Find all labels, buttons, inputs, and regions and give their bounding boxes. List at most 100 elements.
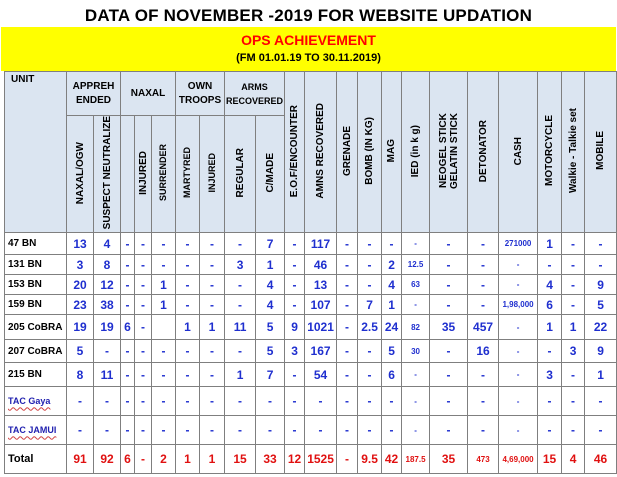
- col-header: E.O.F/ENCOUNTER: [284, 70, 306, 234]
- table-cell: -: [336, 339, 359, 364]
- total-cell: 4: [561, 444, 586, 475]
- table-cell: -: [467, 362, 500, 388]
- table-cell: 1: [561, 314, 586, 341]
- table-row: 205 CoBRA 19 19 6-1 1 11 5 9 1021-2.5 24 82 35 457-1…: [4, 314, 617, 341]
- table-cell: 16: [467, 339, 500, 364]
- col-header-text: C/MADE: [264, 152, 276, 193]
- table-cell: 11: [224, 314, 257, 341]
- table-cell: 4: [537, 274, 563, 296]
- table-cell: -: [284, 362, 306, 388]
- table-cell: -: [357, 232, 383, 256]
- table-cell: -: [224, 386, 257, 417]
- table-cell: -: [175, 294, 201, 316]
- table-cell: -: [537, 386, 563, 417]
- col-header-text: SURRENDER: [158, 144, 168, 202]
- table-cell: -: [120, 339, 135, 364]
- table-cell: 6: [120, 314, 135, 341]
- table-cell: -: [381, 415, 403, 446]
- table-cell: -: [120, 362, 135, 388]
- table-cell: -: [429, 232, 469, 256]
- table-cell: -: [134, 362, 152, 388]
- table-cell: -: [336, 294, 359, 316]
- table-cell: 1: [537, 232, 563, 256]
- table-cell: 46: [304, 254, 338, 276]
- table-cell: -: [150, 232, 177, 256]
- table-cell: 13: [66, 232, 94, 256]
- table-cell: -: [284, 386, 306, 417]
- table-cell: 54: [304, 362, 338, 388]
- table-cell: 12.5: [401, 254, 431, 276]
- col-header-text: MOBILE: [595, 131, 607, 171]
- table-cell: 5: [66, 339, 94, 364]
- table-cell: 7: [357, 294, 383, 316]
- table-cell: 6: [537, 294, 563, 316]
- table-cell: -: [498, 314, 539, 341]
- table-cell: -: [336, 386, 359, 417]
- total-cell: -: [134, 444, 152, 475]
- table-cell: -: [66, 415, 94, 446]
- table-cell: -: [467, 274, 500, 296]
- col-header-text: MARTYRED: [182, 147, 193, 199]
- col-header: MAG: [381, 70, 403, 234]
- table-row: 215 BN 8 11- - - - -1 7-54- -6- - - -3-1: [4, 362, 617, 388]
- table-cell: -: [357, 339, 383, 364]
- table-cell: -: [150, 415, 177, 446]
- unit-cell: 153 BN: [4, 274, 67, 296]
- table-row: TAC Gaya - - - - - - - - - - - - - - - - - - - - -: [4, 386, 617, 417]
- col-header-text: BOMB (IN KG): [364, 116, 376, 185]
- table-cell: -: [561, 254, 586, 276]
- unit-cell: 215 BN: [4, 362, 67, 388]
- table-cell: 4: [255, 294, 286, 316]
- total-cell: 1: [199, 444, 226, 475]
- col-header-text: MOTORCYCLE: [544, 115, 556, 187]
- table-cell: -: [284, 254, 306, 276]
- table-cell: -: [120, 294, 135, 316]
- table-cell: [150, 314, 177, 341]
- table-cell: -: [336, 232, 359, 256]
- table-cell: -: [134, 314, 152, 341]
- unit-cell: 207 CoBRA: [4, 339, 67, 364]
- table-cell: -: [284, 294, 306, 316]
- table-cell: -: [336, 274, 359, 296]
- col-header: NAXAL/OGW: [66, 114, 94, 234]
- table-cell: -: [120, 232, 135, 256]
- table-cell: -: [224, 232, 257, 256]
- table-cell: 4: [255, 274, 286, 296]
- table-cell: 30: [401, 339, 431, 364]
- table-cell: 1: [381, 294, 403, 316]
- table-cell: -: [255, 415, 286, 446]
- table-cell: 107: [304, 294, 338, 316]
- table-cell: -: [561, 386, 586, 417]
- table-cell: 20: [66, 274, 94, 296]
- col-header: GRENADE: [336, 70, 359, 234]
- table-cell: -: [537, 254, 563, 276]
- unit-cell: 131 BN: [4, 254, 67, 276]
- total-cell: 15: [537, 444, 563, 475]
- unit-cell: TAC JAMUI: [4, 415, 67, 446]
- table-cell: -: [401, 386, 431, 417]
- table-cell: 19: [66, 314, 94, 341]
- table-cell: 5: [584, 294, 617, 316]
- table-cell: -: [134, 294, 152, 316]
- unit-cell: 47 BN: [4, 232, 67, 256]
- table-cell: -: [357, 415, 383, 446]
- table-cell: 167: [304, 339, 338, 364]
- col-header: SURRENDER: [150, 114, 177, 234]
- table-cell: -: [199, 232, 226, 256]
- table-cell: -: [561, 294, 586, 316]
- table-cell: -: [561, 415, 586, 446]
- table-cell: 5: [255, 314, 286, 341]
- unit-cell: 205 CoBRA: [4, 314, 67, 341]
- total-cell: 187.5: [401, 444, 431, 475]
- col-header-text: NAXAL/OGW: [74, 141, 86, 204]
- table-cell: -: [134, 415, 152, 446]
- table-cell: -: [498, 362, 539, 388]
- table-cell: 4: [93, 232, 121, 256]
- table-cell: -: [120, 254, 135, 276]
- table-cell: -: [467, 232, 500, 256]
- table-cell: 1: [175, 314, 201, 341]
- table-cell: -: [284, 415, 306, 446]
- col-header-text: SUSPECT NEUTRALIZE: [101, 116, 113, 230]
- table-cell: 9: [584, 274, 617, 296]
- table-cell: -: [584, 386, 617, 417]
